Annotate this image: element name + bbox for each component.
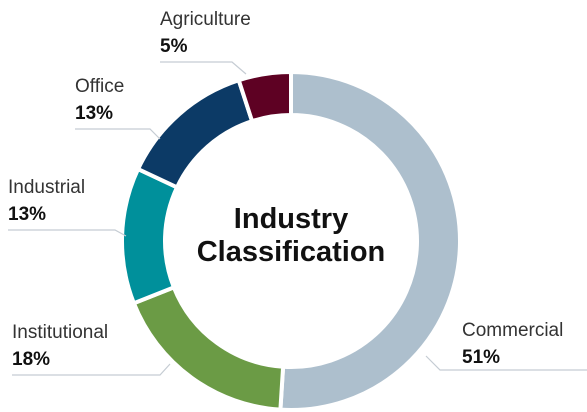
slice-name: Commercial	[462, 320, 563, 341]
leader-line	[8, 229, 127, 237]
slice-percent: 5%	[160, 36, 188, 57]
leader-line	[75, 128, 161, 140]
chart-title: Industry Classification	[196, 203, 386, 268]
slice-percent: 13%	[75, 103, 113, 124]
slice-name: Institutional	[12, 322, 108, 343]
slice-name: Industrial	[8, 177, 85, 198]
slice-percent: 13%	[8, 204, 46, 225]
slice-percent: 51%	[462, 347, 500, 368]
donut-slice	[131, 284, 286, 412]
leader-line	[425, 355, 587, 371]
leader-line	[160, 61, 247, 75]
slice-percent: 18%	[12, 349, 50, 370]
slice-name: Office	[75, 76, 124, 97]
leader-line	[12, 363, 171, 376]
slice-name: Agriculture	[160, 9, 251, 30]
donut-slice	[236, 69, 293, 124]
donut-slice	[278, 69, 462, 412]
donut-slice	[120, 166, 180, 306]
